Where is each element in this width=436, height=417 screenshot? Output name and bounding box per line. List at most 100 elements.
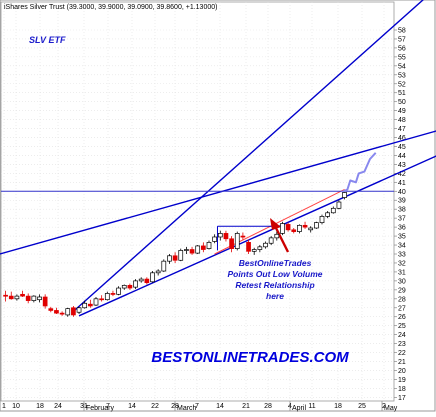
candle-body: [285, 224, 291, 231]
candle: [257, 245, 263, 253]
candle-body: [319, 216, 325, 223]
y-tick-label: 46: [398, 135, 406, 142]
candle: [251, 247, 257, 255]
candle-body: [217, 233, 223, 238]
x-tick-label: 22: [151, 403, 159, 410]
y-tick-label: 22: [398, 350, 406, 357]
candle-body: [59, 312, 65, 315]
candle-body: [121, 285, 127, 289]
x-tick-label: 10: [12, 403, 20, 410]
y-tick-label: 53: [398, 72, 406, 79]
y-tick-label: 19: [398, 377, 406, 384]
candle-body: [48, 308, 54, 311]
month-label: February: [86, 405, 115, 412]
candle-body: [167, 255, 172, 262]
annotation-line-1: BestOnlineTrades: [239, 258, 312, 268]
candle: [144, 277, 150, 285]
candle-body: [25, 295, 31, 301]
x-tick-label: 2: [382, 403, 386, 410]
candle: [104, 291, 110, 301]
y-tick-label: 25: [398, 323, 406, 330]
candle-body: [291, 229, 297, 232]
y-tick-label: 52: [398, 81, 406, 88]
trendline-upper-channel: [72, 0, 424, 312]
candle-body: [229, 238, 234, 249]
candle: [274, 231, 280, 241]
x-axis: 1101824317142228714212841118252FebruaryM…: [2, 401, 398, 412]
candle: [71, 305, 76, 317]
candle: [161, 259, 167, 272]
candle: [138, 277, 144, 283]
candle: [330, 206, 336, 214]
candle: [240, 232, 246, 240]
annotation-line-3: Retest Relationship: [235, 280, 314, 290]
x-tick-label: 14: [128, 403, 136, 410]
y-tick-label: 18: [398, 386, 406, 393]
candle-body: [342, 192, 347, 198]
annotation-arrow-head: [270, 218, 281, 230]
x-tick-label: 24: [54, 403, 62, 410]
candle-body: [297, 224, 302, 232]
y-tick-label: 41: [398, 180, 406, 187]
candle: [31, 295, 37, 303]
candle: [54, 307, 59, 315]
candle: [25, 293, 31, 304]
y-tick-label: 50: [398, 99, 406, 106]
candle-body: [54, 310, 59, 314]
candle: [59, 311, 65, 316]
candle: [201, 242, 206, 253]
candle: [206, 240, 212, 250]
candle: [87, 299, 93, 308]
candle: [167, 254, 172, 264]
candle: [116, 286, 121, 296]
y-tick-label: 23: [398, 341, 406, 348]
x-tick-label: 11: [308, 403, 315, 410]
candle-body: [110, 293, 116, 295]
annotation: BestOnlineTrades Points Out Low Volume R…: [227, 258, 322, 301]
candle: [110, 290, 116, 297]
candle: [93, 297, 99, 306]
candle: [8, 291, 14, 300]
candle: [82, 300, 88, 309]
candle-body: [302, 224, 308, 228]
candle-body: [212, 236, 217, 242]
candle-body: [65, 308, 71, 316]
month-label: May: [384, 405, 398, 412]
candle-body: [116, 287, 121, 295]
y-tick-label: 54: [398, 63, 406, 70]
candle-body: [246, 242, 251, 252]
candle-body: [325, 212, 330, 217]
candle: [319, 214, 325, 225]
candle-body: [76, 307, 82, 313]
y-tick-label: 45: [398, 144, 406, 151]
candle: [121, 284, 127, 290]
candle-body: [314, 222, 319, 229]
candle: [14, 294, 20, 301]
candle: [3, 290, 8, 302]
candle-body: [178, 250, 184, 261]
candle-body: [195, 245, 201, 254]
candle: [150, 271, 155, 283]
x-tick-label: 7: [106, 403, 110, 410]
candle-body: [172, 255, 178, 261]
y-tick-label: 58: [398, 28, 406, 35]
candle: [268, 236, 274, 246]
candle: [263, 241, 268, 249]
y-tick-label: 27: [398, 305, 406, 312]
candle-body: [127, 285, 133, 289]
x-tick-label: 25: [358, 403, 366, 410]
x-tick-label: 28: [264, 403, 272, 410]
candle-body: [20, 293, 25, 297]
y-tick-label: 24: [398, 332, 406, 339]
candle-body: [31, 295, 37, 301]
y-tick-label: 36: [398, 225, 406, 232]
candle-body: [189, 249, 195, 254]
candle-body: [37, 296, 42, 301]
candle-body: [223, 233, 229, 240]
candle-body: [308, 227, 314, 231]
candle-body: [144, 278, 150, 284]
y-tick-label: 40: [398, 189, 406, 196]
trendlines: [0, 0, 436, 317]
